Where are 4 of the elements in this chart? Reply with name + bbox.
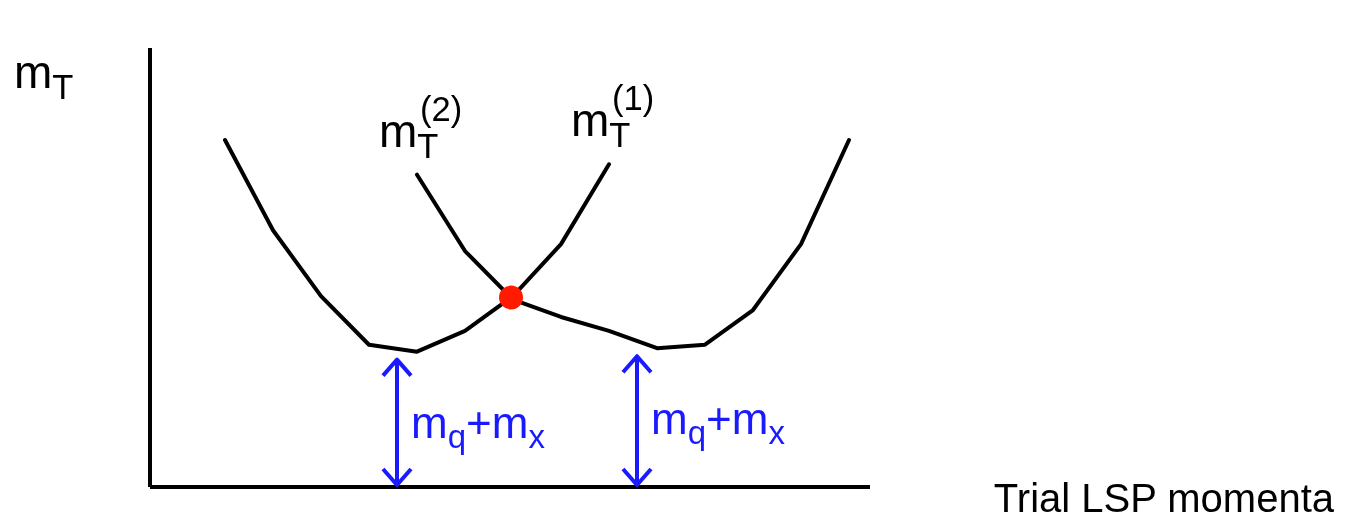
annotation: m$_{q}$+m$_{x}$ [411, 397, 546, 455]
x-axis-title: Trial LSP momenta [993, 476, 1335, 520]
annotation: m$_{q}$+m$_{x}$ [651, 394, 786, 452]
y-axis-title: m$_{T}$ [14, 46, 74, 106]
